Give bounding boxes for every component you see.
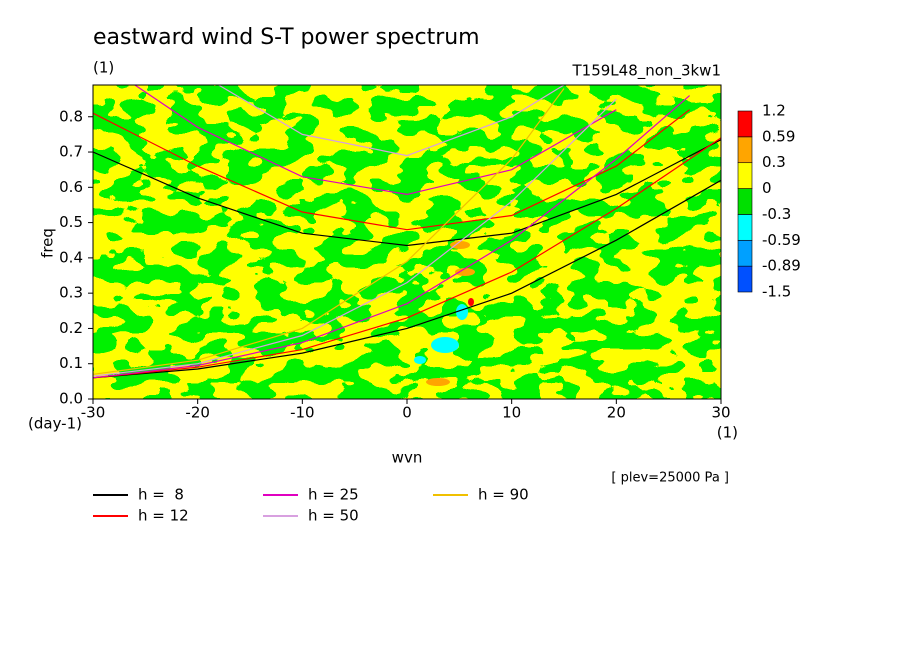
colorbar-box [737, 214, 753, 241]
legend-label: h = 8 [138, 486, 184, 504]
contour-field [93, 85, 721, 399]
y-axis-unit: (day-1) [28, 415, 82, 433]
legend-label: h = 90 [478, 486, 529, 504]
dispersion-curve [93, 139, 721, 379]
field-blob [431, 337, 459, 353]
x-tick-label: 10 [502, 404, 521, 422]
y-tick-label: 0.3 [59, 284, 83, 302]
dispersion-curve [93, 88, 565, 375]
field-blob [468, 298, 474, 306]
colorbar-box [737, 239, 753, 267]
field-blob [414, 356, 426, 364]
field-blob [450, 241, 470, 249]
chart-title: eastward wind S-T power spectrum [93, 25, 480, 50]
y-axis-label: freq [39, 228, 57, 258]
x-tick-label: -10 [290, 404, 315, 422]
legend-label: h = 25 [308, 486, 359, 504]
legend-label: h = 50 [308, 507, 359, 525]
x-axis-unit: (1) [717, 424, 738, 442]
dispersion-curve [93, 109, 721, 379]
y-tick-label: 0.0 [59, 390, 83, 408]
y-tick-label: 0.1 [59, 354, 83, 372]
colorbar-box [737, 162, 753, 189]
x-tick-label: 0 [402, 404, 412, 422]
colorbar-label: 0.3 [762, 153, 786, 171]
dispersion-curve [93, 85, 617, 377]
colorbar-label: 1.2 [762, 102, 786, 120]
y-tick-label: 0.6 [59, 178, 83, 196]
x-tick-label: 30 [711, 404, 730, 422]
field-blob [456, 304, 468, 320]
y-tick-label: 0.5 [59, 213, 83, 231]
colorbar-label: -0.59 [762, 231, 801, 249]
colorbar-label: -1.5 [762, 283, 791, 301]
y-tick-label: 0.8 [59, 107, 83, 125]
annotation: [ plev=25000 Pa ] [611, 471, 729, 486]
x-tick-label: -30 [81, 404, 106, 422]
colorbar-box [737, 265, 753, 293]
field-blob [455, 268, 475, 276]
subtitle-right: T159L48_non_3kw1 [572, 62, 721, 81]
x-axis-label: wvn [392, 449, 423, 467]
colorbar-box [737, 188, 753, 215]
colorbar-label: -0.89 [762, 257, 801, 275]
y-tick-label: 0.2 [59, 319, 83, 337]
field-pattern [93, 85, 721, 399]
x-tick-label: -20 [185, 404, 210, 422]
field-blob [426, 378, 450, 386]
colorbar-label: 0 [762, 179, 772, 197]
colorbar-box [737, 110, 753, 138]
colorbar-label: 0.59 [762, 127, 795, 145]
subtitle-left: (1) [93, 59, 114, 77]
legend-label: h = 12 [138, 507, 189, 525]
colorbar-label: -0.3 [762, 205, 791, 223]
dispersion-curve [93, 85, 690, 379]
x-tick-label: 20 [607, 404, 626, 422]
y-tick-label: 0.7 [59, 143, 83, 161]
colorbar-box [737, 136, 753, 164]
y-tick-label: 0.4 [59, 248, 83, 266]
